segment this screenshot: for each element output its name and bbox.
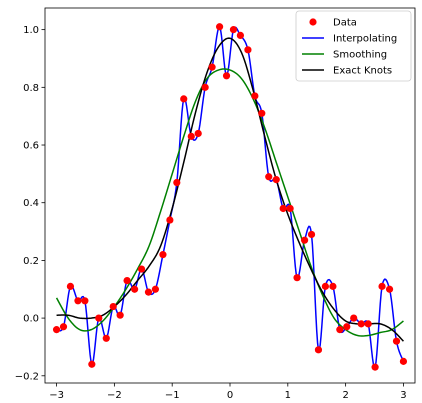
data-point [222, 72, 231, 80]
data-point [180, 95, 188, 103]
data-point [215, 23, 224, 31]
data-point [364, 320, 372, 328]
y-tick-label: 0.6 [23, 141, 39, 152]
data-point [279, 204, 287, 213]
data-point [66, 282, 75, 290]
legend-box [295, 10, 412, 82]
legend: Data Interpolating Smoothing Exact Knots [295, 10, 412, 82]
x-tick-label: −1 [165, 390, 180, 401]
data-point [187, 132, 195, 140]
x-tick-label: −2 [107, 390, 122, 401]
data-point [385, 285, 394, 293]
legend-label: Data [333, 18, 357, 29]
data-point [144, 288, 153, 296]
legend-label: Interpolating [333, 34, 397, 45]
data-point [258, 109, 266, 117]
x-tick-label: 3 [400, 390, 406, 401]
data-point [229, 26, 238, 34]
y-tick-label: 0.2 [23, 256, 39, 267]
data-point [392, 337, 401, 345]
data-point [378, 282, 386, 290]
y-tick-label: 0.8 [23, 83, 39, 94]
data-point [173, 178, 181, 187]
data-point [251, 92, 259, 100]
x-tick-label: −3 [49, 390, 64, 401]
x-tick-label: 1 [285, 390, 291, 401]
data-point [300, 236, 309, 244]
data-point [102, 334, 110, 342]
data-point [286, 204, 294, 213]
legend-marker-data [309, 18, 317, 26]
axes: −3 −2 −1 0 1 2 3 −0.2 0.0 0.2 0.4 0.6 0.8 1.0 [15, 25, 407, 401]
data-point [357, 320, 365, 328]
data-point [293, 274, 301, 282]
data-point [350, 314, 358, 322]
data-point [95, 314, 103, 322]
data-point [88, 360, 96, 368]
data-point [371, 363, 379, 371]
data-point [307, 230, 316, 239]
data-point [116, 311, 124, 319]
data-point [131, 285, 139, 293]
data-point [59, 323, 68, 331]
y-tick-label: 1.0 [23, 25, 39, 36]
y-tick-label: 0.4 [23, 198, 39, 209]
data-point [208, 63, 216, 71]
data-point [314, 346, 323, 354]
data-point [244, 46, 252, 54]
data-point [265, 173, 273, 181]
data-point [201, 83, 209, 91]
data-point [109, 302, 117, 311]
data-point [321, 282, 329, 290]
data-point [137, 265, 146, 273]
data-point [166, 216, 174, 224]
data-point [123, 276, 131, 285]
data-point [194, 129, 202, 138]
data-point [329, 282, 337, 290]
data-point [336, 326, 344, 334]
data-point [343, 323, 351, 331]
x-tick-label: 2 [342, 390, 348, 401]
data-point [74, 297, 82, 305]
data-point [236, 31, 245, 40]
data-point [159, 251, 167, 259]
data-point [272, 176, 280, 184]
x-tick-label: 0 [227, 390, 233, 401]
y-tick-label: 0.0 [23, 314, 39, 325]
legend-label: Exact Knots [333, 66, 392, 77]
data-point [81, 297, 89, 305]
data-point [151, 285, 160, 293]
data-point [52, 326, 61, 334]
data-point [399, 357, 408, 365]
legend-label: Smoothing [333, 50, 387, 61]
y-tick-label: −0.2 [15, 371, 39, 382]
plot-area [52, 23, 408, 371]
